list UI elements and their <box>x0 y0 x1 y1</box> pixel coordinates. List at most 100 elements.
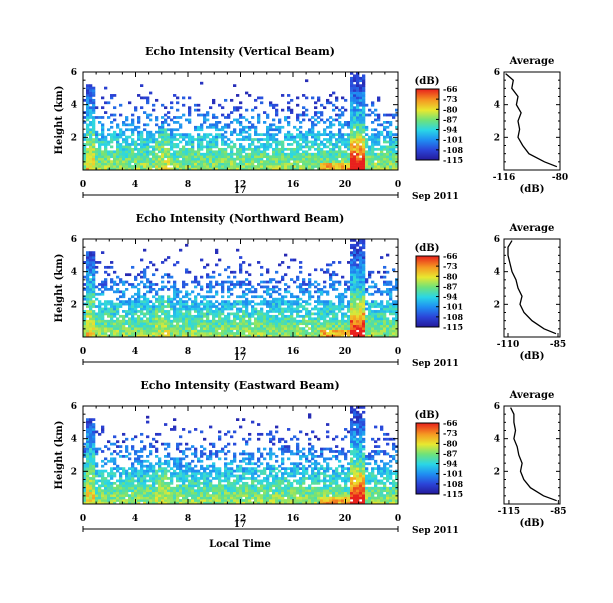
heatmap-cell <box>86 313 89 316</box>
heatmap-cell <box>119 295 122 298</box>
heatmap-cell <box>152 332 155 335</box>
heatmap-cell <box>92 143 95 146</box>
heatmap-cell <box>215 290 218 293</box>
heatmap-cell <box>140 455 143 458</box>
heatmap-cell <box>167 499 170 502</box>
heatmap-cell <box>86 477 89 480</box>
heatmap-cell <box>311 131 314 134</box>
heatmap-cell <box>218 322 221 325</box>
heatmap-cell <box>110 457 113 460</box>
heatmap-cell <box>149 467 152 470</box>
heatmap-cell <box>122 165 125 168</box>
heatmap-cell <box>368 313 371 316</box>
heatmap-cell <box>89 281 92 284</box>
heatmap-cell <box>131 497 134 500</box>
heatmap-cell <box>317 116 320 119</box>
heatmap-cell <box>299 310 302 313</box>
heatmap-cell <box>167 470 170 473</box>
heatmap-cell <box>281 153 284 156</box>
heatmap-cell <box>119 494 122 497</box>
heatmap-cell <box>272 150 275 153</box>
heatmap-cell <box>89 259 92 262</box>
heatmap-cell <box>212 99 215 102</box>
heatmap-cell <box>371 293 374 296</box>
heatmap-cell <box>299 153 302 156</box>
heatmap-cell <box>299 330 302 333</box>
heatmap-cell <box>143 283 146 286</box>
heatmap-cell <box>344 305 347 308</box>
heatmap-cell <box>344 158 347 161</box>
heatmap-cell <box>122 480 125 483</box>
heatmap-cell <box>356 84 359 87</box>
heatmap-cell <box>377 310 380 313</box>
heatmap-cell <box>380 290 383 293</box>
heatmap-cell <box>176 293 179 296</box>
heatmap-cell <box>365 114 368 117</box>
heatmap-cell <box>227 146 230 149</box>
heatmap-cell <box>125 303 128 306</box>
heatmap-cell <box>212 295 215 298</box>
heatmap-cell <box>143 138 146 141</box>
heatmap-cell <box>305 160 308 163</box>
heatmap-cell <box>311 160 314 163</box>
heatmap-cell <box>110 472 113 475</box>
heatmap-cell <box>221 281 224 284</box>
heatmap-cell <box>116 492 119 495</box>
heatmap-cell <box>245 158 248 161</box>
heatmap-cell <box>371 332 374 335</box>
heatmap-cell <box>350 104 353 107</box>
heatmap-cell <box>134 313 137 316</box>
heatmap-cell <box>152 155 155 158</box>
heatmap-cell <box>317 310 320 313</box>
heatmap-cell <box>320 325 323 328</box>
heatmap-cell <box>146 499 149 502</box>
heatmap-cell <box>128 165 131 168</box>
heatmap-cell <box>233 153 236 156</box>
heatmap-cell <box>272 290 275 293</box>
heatmap-cell <box>86 273 89 276</box>
heatmap-cell <box>302 158 305 161</box>
heatmap-cell <box>200 327 203 330</box>
heatmap-cell <box>269 320 272 323</box>
heatmap-cell <box>140 163 143 166</box>
heatmap-cell <box>170 158 173 161</box>
heatmap-cell <box>197 138 200 141</box>
heatmap-cell <box>254 146 257 149</box>
heatmap-cell <box>221 133 224 136</box>
heatmap-cell <box>236 325 239 328</box>
heatmap-cell <box>122 330 125 333</box>
heatmap-cell <box>266 288 269 291</box>
heatmap-cell <box>269 300 272 303</box>
heatmap-cell <box>125 141 128 144</box>
heatmap-cell <box>353 313 356 316</box>
heatmap-cell <box>131 482 134 485</box>
heatmap-cell <box>353 322 356 325</box>
heatmap-cell <box>140 492 143 495</box>
heatmap-cell <box>131 128 134 131</box>
heatmap-cell <box>356 332 359 335</box>
heatmap-cell <box>224 332 227 335</box>
heatmap-cell <box>350 82 353 85</box>
heatmap-cell <box>194 303 197 306</box>
heatmap-cell <box>341 327 344 330</box>
heatmap-cell <box>89 305 92 308</box>
heatmap-cell <box>254 295 257 298</box>
heatmap-cell <box>341 106 344 109</box>
heatmap-cell <box>137 293 140 296</box>
heatmap-cell <box>164 119 167 122</box>
heatmap-cell <box>110 310 113 313</box>
heatmap-cell <box>278 317 281 320</box>
heatmap-cell <box>191 155 194 158</box>
heatmap-cell <box>296 160 299 163</box>
heatmap-cell <box>107 165 110 168</box>
heatmap-cell <box>149 477 152 480</box>
heatmap-cell <box>188 153 191 156</box>
heatmap-cell <box>365 163 368 166</box>
heatmap-cell <box>257 310 260 313</box>
heatmap-cell <box>251 138 254 141</box>
heatmap-cell <box>341 293 344 296</box>
heatmap-cell <box>332 104 335 107</box>
heatmap-cell <box>113 305 116 308</box>
heatmap-cell <box>95 163 98 166</box>
heatmap-cell <box>134 300 137 303</box>
